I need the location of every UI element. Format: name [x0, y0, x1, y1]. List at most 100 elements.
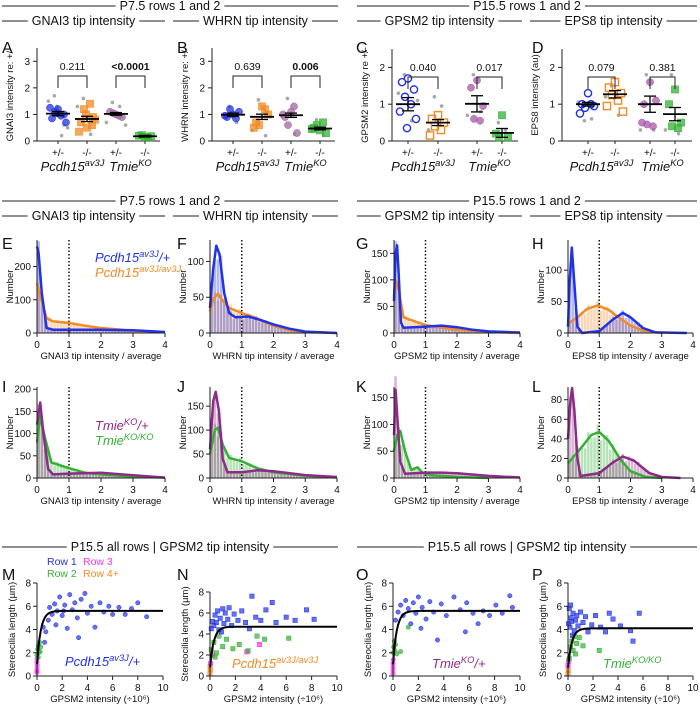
data-point-row-1 [507, 593, 513, 599]
genotype-group-label: Pcdh15av3J [41, 158, 105, 174]
x-tick-label: 2 [98, 485, 104, 496]
section-header-p15-text: P15.5 rows 1 and 2 [473, 194, 581, 208]
histogram-bar [454, 329, 457, 333]
x-tick-label: 8 [309, 683, 315, 694]
y-tick-label: 2 [198, 651, 204, 662]
histogram-bar [264, 320, 267, 333]
cell-point [123, 123, 128, 127]
histogram-bar [251, 471, 255, 478]
subheader-eps8: EPS8 tip intensity [530, 14, 697, 28]
y-axis-label: GNAI3 intensity re: +/- [5, 48, 16, 142]
histogram-bar [226, 310, 229, 333]
animal-point [476, 116, 484, 125]
histogram-bar [397, 438, 400, 478]
group-superscript: KO [138, 158, 152, 168]
y-tick-label: 0 [198, 474, 204, 485]
histogram-bar [428, 474, 432, 478]
histogram-bar [602, 307, 606, 333]
histogram-bar [264, 469, 267, 478]
y-tick-label: 2 [556, 648, 562, 659]
genotype-group-label: TmieKO [641, 158, 684, 174]
x-tick-label: 1 [239, 340, 245, 351]
series-2 [465, 72, 489, 125]
histogram-bar [273, 324, 277, 333]
histogram-bar [130, 330, 133, 333]
histogram-bar [574, 438, 578, 478]
x-tick-label: -/- [82, 148, 91, 159]
histogram-bar [580, 312, 584, 333]
data-point-row-1 [239, 608, 245, 614]
label-superscript: KO/KO [632, 655, 662, 665]
histogram-bar [130, 330, 133, 333]
histogram-bar [463, 473, 467, 478]
x-axis-label: GPSM2 intensity (÷10⁶) [50, 694, 149, 705]
animal-point [319, 118, 327, 127]
histogram-bar [91, 329, 95, 333]
x-tick-label: 2 [590, 683, 596, 694]
y-tick-label: 100 [545, 266, 562, 277]
x-tick-label: 4 [162, 340, 168, 351]
y-tick-label: 1 [549, 100, 555, 111]
p-value: 0.381 [649, 62, 675, 74]
x-tick-label: 0 [565, 485, 571, 496]
x-tick-label: 2 [454, 340, 460, 351]
histogram-bar [94, 474, 98, 478]
y-axis-label: Number [536, 416, 547, 450]
data-point-row-2 [286, 635, 292, 641]
x-tick-label: 4 [690, 340, 696, 351]
subheader-whrn-text: WHRN tip intensity [203, 209, 309, 223]
data-point-row-2 [254, 633, 260, 639]
cell-point [589, 117, 594, 121]
genotype-group-label: TmieKO [284, 158, 327, 174]
histogram-bar [460, 330, 463, 333]
data-point-row-1 [212, 612, 218, 618]
histogram-bar [643, 331, 646, 333]
subheader-gnai3-text: GNAI3 tip intensity [32, 14, 136, 28]
x-tick-label: 0 [565, 683, 571, 694]
histogram-bar [235, 471, 239, 478]
histogram-bar [590, 309, 593, 333]
data-point-row-1 [62, 602, 68, 608]
histogram-bar [602, 435, 606, 478]
x-axis-label: WHRN tip intensity / average [213, 351, 335, 362]
histogram-bar [605, 324, 609, 333]
histogram-bar [273, 325, 277, 333]
x-tick-label: 2 [628, 340, 634, 351]
x-tick-label: 1 [596, 340, 602, 351]
histogram-bar [69, 330, 72, 333]
p-value: 0.040 [410, 62, 436, 74]
histogram-bar [101, 329, 104, 333]
cell-point [415, 98, 420, 103]
cell-point [496, 120, 501, 125]
animal-point [649, 122, 657, 131]
histogram-bar [587, 474, 590, 478]
histogram-bar [43, 318, 47, 333]
label-superscript: KO [461, 655, 475, 665]
histogram-bar [425, 474, 429, 478]
x-tick-label: 6 [466, 683, 472, 694]
histogram-bar [98, 474, 101, 478]
panel-b: B 0 1 2 3 WHRN intensity re: +/- +/- -/- +/- -/- 0… [177, 40, 335, 174]
series-3 [133, 131, 157, 142]
data-point-row-1 [443, 613, 449, 618]
histogram-bar [43, 445, 47, 478]
histogram-bar [583, 314, 587, 333]
x-tick-label: 2 [59, 683, 65, 694]
x-tick-label: 3 [302, 340, 308, 351]
x-tick-label: 4 [690, 485, 696, 496]
subheader-gnai3: GNAI3 tip intensity [2, 14, 165, 28]
data-point-row-2 [236, 642, 242, 647]
x-tick-label: 4 [334, 340, 340, 351]
p-value: 0.017 [476, 62, 502, 74]
histogram-bar [229, 454, 232, 478]
fit-curve [392, 609, 520, 665]
histogram-bars-1 [394, 241, 520, 333]
histogram-bar [238, 457, 242, 478]
histogram-bar [419, 326, 423, 333]
y-tick-label: 150 [371, 393, 388, 404]
histogram-bar [435, 327, 438, 333]
y-tick-label: 4 [556, 625, 562, 636]
y-tick-label: 8 [198, 588, 204, 599]
